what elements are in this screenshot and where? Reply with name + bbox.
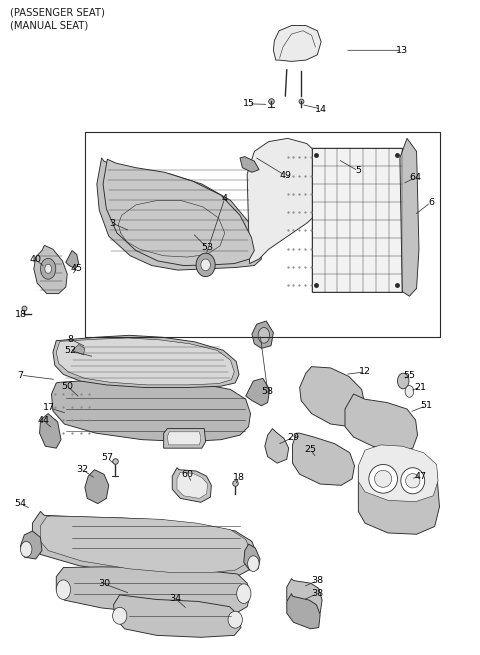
Polygon shape — [287, 578, 322, 616]
Polygon shape — [244, 544, 260, 570]
Text: 7: 7 — [17, 371, 24, 380]
Ellipse shape — [56, 580, 71, 599]
Polygon shape — [103, 159, 254, 265]
Text: 18: 18 — [233, 473, 245, 482]
Text: 55: 55 — [403, 371, 415, 380]
Polygon shape — [56, 567, 251, 614]
Ellipse shape — [228, 611, 242, 628]
Text: 25: 25 — [305, 445, 317, 454]
Text: 40: 40 — [30, 255, 42, 264]
Ellipse shape — [406, 474, 420, 488]
Ellipse shape — [201, 259, 210, 271]
Text: 21: 21 — [414, 383, 426, 392]
Polygon shape — [72, 345, 85, 355]
Ellipse shape — [40, 258, 56, 279]
Polygon shape — [287, 593, 320, 629]
Text: 45: 45 — [71, 264, 83, 272]
Ellipse shape — [113, 607, 127, 624]
Polygon shape — [39, 413, 61, 448]
Text: 4: 4 — [222, 194, 228, 203]
Ellipse shape — [397, 373, 409, 389]
Text: 6: 6 — [428, 198, 434, 207]
Polygon shape — [53, 335, 239, 388]
Bar — [85, 132, 441, 337]
Text: 13: 13 — [396, 46, 408, 55]
Polygon shape — [21, 531, 42, 559]
Text: 49: 49 — [279, 171, 291, 180]
Ellipse shape — [405, 386, 414, 398]
Polygon shape — [66, 251, 79, 269]
Text: 50: 50 — [61, 382, 73, 390]
Ellipse shape — [401, 468, 425, 494]
Ellipse shape — [237, 584, 251, 603]
Text: 34: 34 — [169, 594, 181, 603]
Text: 18: 18 — [14, 310, 26, 319]
Polygon shape — [164, 428, 205, 448]
Polygon shape — [359, 446, 440, 534]
Polygon shape — [51, 380, 251, 441]
Text: 38: 38 — [311, 576, 324, 585]
Polygon shape — [274, 26, 321, 62]
Polygon shape — [400, 138, 419, 296]
Text: 64: 64 — [409, 173, 421, 182]
Polygon shape — [168, 432, 201, 445]
Polygon shape — [240, 157, 259, 172]
Text: 8: 8 — [68, 335, 73, 344]
Polygon shape — [359, 445, 438, 502]
Text: 32: 32 — [76, 465, 89, 474]
Polygon shape — [265, 428, 288, 463]
Text: 17: 17 — [43, 403, 55, 412]
Text: 58: 58 — [262, 387, 274, 396]
Polygon shape — [246, 379, 270, 405]
Polygon shape — [97, 158, 262, 270]
Text: 12: 12 — [359, 367, 371, 377]
Polygon shape — [172, 468, 211, 502]
Text: 60: 60 — [181, 470, 193, 479]
Ellipse shape — [369, 464, 397, 493]
Ellipse shape — [248, 556, 259, 571]
Text: 3: 3 — [109, 219, 115, 228]
Text: 57: 57 — [101, 453, 113, 462]
Polygon shape — [85, 470, 109, 504]
Text: 53: 53 — [202, 244, 214, 252]
Polygon shape — [345, 394, 418, 451]
Text: 29: 29 — [288, 432, 300, 441]
Text: 44: 44 — [37, 417, 49, 425]
Ellipse shape — [196, 253, 215, 276]
Text: 51: 51 — [420, 402, 432, 410]
Text: 5: 5 — [355, 166, 361, 176]
Text: 38: 38 — [311, 589, 324, 598]
Ellipse shape — [21, 542, 32, 557]
Bar — [312, 148, 402, 291]
Text: 47: 47 — [414, 472, 426, 481]
Polygon shape — [177, 472, 207, 498]
Text: 52: 52 — [65, 346, 77, 356]
Ellipse shape — [258, 328, 270, 343]
Polygon shape — [114, 595, 241, 637]
Polygon shape — [33, 512, 257, 578]
Text: 15: 15 — [242, 100, 254, 108]
Text: (PASSENGER SEAT)
(MANUAL SEAT): (PASSENGER SEAT) (MANUAL SEAT) — [10, 8, 105, 31]
Polygon shape — [56, 338, 234, 385]
Text: 30: 30 — [98, 579, 110, 588]
Polygon shape — [40, 516, 251, 572]
Ellipse shape — [45, 264, 51, 273]
Polygon shape — [292, 433, 355, 485]
Ellipse shape — [374, 470, 392, 487]
Polygon shape — [34, 246, 67, 293]
Polygon shape — [247, 138, 326, 263]
Polygon shape — [300, 367, 365, 426]
Polygon shape — [252, 321, 274, 348]
Text: 14: 14 — [315, 105, 327, 113]
Text: 54: 54 — [14, 499, 26, 508]
